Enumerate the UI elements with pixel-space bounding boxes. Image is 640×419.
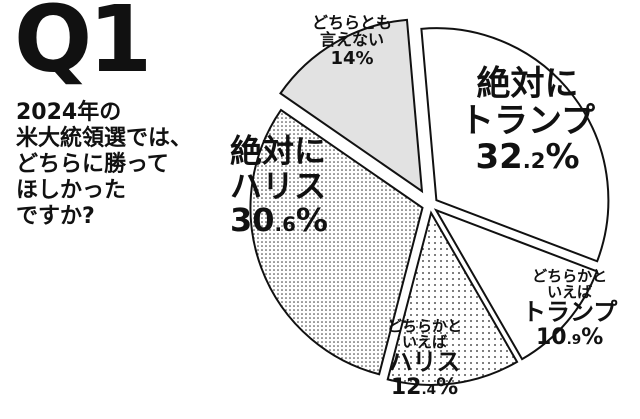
pct-sign: % <box>295 201 328 240</box>
pct-main: 10 <box>535 325 567 351</box>
slice-percent: 10.9% <box>522 326 617 350</box>
slice-label-trump-leaning: どちらかと いえば トランプ 10.9% <box>522 268 617 350</box>
slice-trump-absolute <box>420 27 610 263</box>
pct-sign: % <box>355 47 374 69</box>
slice-label-line: いえば <box>402 333 448 352</box>
slice-harris-absolute <box>249 108 424 376</box>
pct-main: 32 <box>475 137 523 178</box>
slice-label-neither: どちらとも 言えない 14% <box>312 14 392 68</box>
pct-sign: % <box>436 375 459 401</box>
pct-decimal: .9 <box>566 332 582 349</box>
pct-main: 14 <box>330 47 356 69</box>
slice-neither <box>279 18 424 194</box>
pct-decimal: .6 <box>274 213 296 237</box>
slice-percent: 12.4% <box>387 376 462 400</box>
slice-percent: 14% <box>312 47 392 69</box>
slice-label-line: 絶対に <box>230 132 327 170</box>
slice-label-line: どちらかと <box>532 267 608 285</box>
slice-label-line: トランプ <box>522 298 618 327</box>
slice-label-line: ハリス <box>388 348 461 377</box>
pct-decimal: .4 <box>421 382 437 399</box>
slice-label-harris-absolute: 絶対に ハリス 30.6% <box>230 134 328 238</box>
question-number: Q1 <box>14 0 152 93</box>
slice-label-line: いえば <box>547 283 593 302</box>
slice-label-line: どちらかと <box>387 317 463 335</box>
slice-percent: 32.2% <box>460 139 595 176</box>
question-line: 米大統領選では、 <box>16 126 193 151</box>
question-line: ほしかった <box>16 178 127 203</box>
slice-percent: 30.6% <box>230 203 328 238</box>
slice-label-line: ハリス <box>230 166 327 205</box>
slice-harris-leaning <box>386 210 519 386</box>
slice-label-harris-leaning: どちらかと いえば ハリス 12.4% <box>387 318 462 400</box>
question-line: どちらに勝って <box>16 152 169 177</box>
pct-decimal: .2 <box>522 148 546 174</box>
slice-label-line: どちらとも <box>312 13 393 32</box>
slice-label-line: 絶対に <box>476 64 579 104</box>
pct-main: 12 <box>390 375 422 401</box>
slice-label-line: トランプ <box>460 100 595 141</box>
question-line: 2024年の <box>16 100 122 125</box>
pct-main: 30 <box>230 201 275 240</box>
question-line: ですか? <box>16 204 95 229</box>
pct-sign: % <box>581 325 604 351</box>
slice-label-line: 言えない <box>320 30 385 50</box>
pct-sign: % <box>545 137 580 178</box>
question-text: 2024年の 米大統領選では、 どちらに勝って ほしかった ですか? <box>16 100 216 230</box>
slice-trump-leaning <box>433 208 599 361</box>
slice-label-trump-absolute: 絶対に トランプ 32.2% <box>460 66 595 176</box>
